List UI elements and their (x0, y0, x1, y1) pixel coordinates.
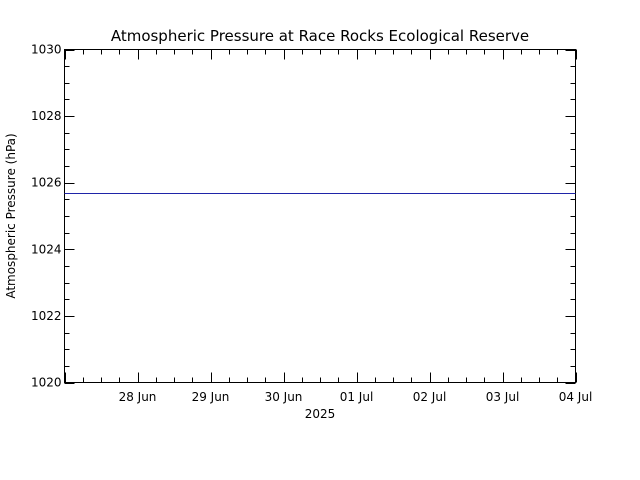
chart-title: Atmospheric Pressure at Race Rocks Ecolo… (111, 27, 529, 45)
axis-ticks (64, 49, 577, 384)
x-tick-label: 02 Jul (413, 390, 447, 404)
y-tick-label: 1020 (31, 376, 62, 390)
y-tick-label: 1028 (31, 109, 62, 123)
x-tick-label: 01 Jul (340, 390, 374, 404)
y-tick-label: 1030 (31, 43, 62, 57)
x-tick-label: 03 Jul (486, 390, 520, 404)
x-axis-label: 2025 (305, 407, 336, 421)
plot-frame (64, 49, 576, 383)
x-tick-label: 29 Jun (192, 390, 230, 404)
y-tick-label: 1024 (31, 242, 62, 256)
y-tick-label: 1022 (31, 309, 62, 323)
x-tick-label: 28 Jun (119, 390, 157, 404)
x-tick-labels: 28 Jun 29 Jun 30 Jun 01 Jul 02 Jul 03 Jul 04 J… (119, 390, 593, 404)
y-tick-labels: 1020 1022 1024 1026 1028 1030 (31, 43, 62, 390)
y-tick-label: 1026 (31, 176, 62, 190)
x-tick-label: 30 Jun (265, 390, 303, 404)
y-axis-label: Atmospheric Pressure (hPa) (4, 133, 18, 298)
x-tick-label: 04 Jul (559, 390, 593, 404)
